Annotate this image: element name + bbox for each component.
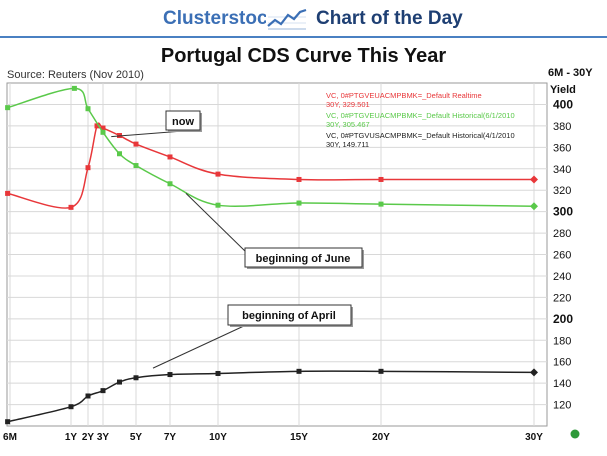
data-point <box>378 368 384 374</box>
data-point <box>94 123 100 129</box>
y-tick-label: 160 <box>553 357 571 369</box>
data-point <box>296 200 302 206</box>
series-line-3 <box>7 370 535 423</box>
data-point <box>5 419 11 425</box>
legend-value: 30Y, 305.467 <box>326 120 370 129</box>
data-point <box>68 204 74 210</box>
data-point <box>5 190 11 196</box>
data-point <box>167 154 173 160</box>
data-point <box>68 404 74 410</box>
data-point <box>215 370 221 376</box>
brand-name[interactable]: Clusterstock <box>163 8 279 29</box>
y-tick-label: 120 <box>553 400 571 412</box>
data-point <box>378 201 384 207</box>
y-tick-label: 400 <box>553 97 573 111</box>
y-tick-label: 320 <box>553 185 571 197</box>
legend-entry: VC, 0#PTGVUSACMPBMK=_Default Historical(… <box>326 131 515 140</box>
y-tick-label: 380 <box>553 121 571 133</box>
x-tick-label: 20Y <box>372 432 390 443</box>
data-point <box>85 106 91 112</box>
series-end-marker <box>530 368 538 377</box>
data-point <box>117 379 122 385</box>
x-tick-label: 30Y <box>525 432 543 443</box>
data-point <box>100 388 106 394</box>
header: Clusterstock Chart of the Day <box>0 0 607 38</box>
data-point <box>71 85 77 91</box>
x-tick-label: 15Y <box>290 432 308 443</box>
y-tick-label: 280 <box>553 228 571 240</box>
series-end-marker <box>530 175 538 184</box>
y-tick-label: 300 <box>553 205 573 219</box>
data-point <box>378 176 384 182</box>
y-tick-label: 140 <box>553 378 571 390</box>
data-point <box>167 181 173 187</box>
x-tick-label: 2Y <box>82 432 95 443</box>
annotation-label: beginning of June <box>256 253 351 265</box>
legend-entry: VC, 0#PTGVEUACMPBMK=_Default Historical(… <box>326 111 515 120</box>
annotation-box <box>165 110 201 131</box>
annotation-pointer <box>152 324 247 369</box>
data-point <box>296 368 302 374</box>
y-tick-label: 180 <box>553 335 571 347</box>
y-tick-label: 360 <box>553 142 571 154</box>
x-tick-label: 1Y <box>65 432 78 443</box>
legend-entry: VC, 0#PTGVEUACMPBMK=_Default Realtime <box>326 91 482 100</box>
y-tick-label: 200 <box>553 312 573 326</box>
data-point <box>100 129 106 135</box>
data-point <box>133 141 139 147</box>
data-point <box>296 176 302 182</box>
data-point <box>167 372 173 378</box>
annotation-label: now <box>172 116 194 128</box>
x-tick-label: 5Y <box>130 432 143 443</box>
data-point <box>215 171 221 177</box>
data-point <box>215 202 221 208</box>
trend-line-icon <box>266 7 308 31</box>
legend-value: 30Y, 329.501 <box>326 100 370 109</box>
legend-value: 30Y, 149.711 <box>326 140 369 149</box>
source-note: Source: Reuters (Nov 2010) <box>7 69 144 81</box>
data-point <box>117 151 122 157</box>
data-point <box>85 165 91 171</box>
y-tick-label: 340 <box>553 164 571 176</box>
annotation-box <box>244 247 363 268</box>
x-tick-label: 3Y <box>97 432 110 443</box>
x-tick-label: 6M <box>3 432 17 443</box>
status-dot-icon <box>570 429 580 439</box>
series-end-marker <box>530 202 538 211</box>
data-point <box>85 393 91 399</box>
data-point <box>100 125 106 131</box>
annotation-box <box>227 304 352 326</box>
y-tick-label: 260 <box>553 250 571 262</box>
y-tick-label: 240 <box>553 271 571 283</box>
y-tick-label: 220 <box>553 292 571 304</box>
series-line-2 <box>7 87 535 208</box>
chart-of-the-day-label: Chart of the Day <box>316 8 463 29</box>
y-axis-label: Yield <box>550 84 576 96</box>
annotation-label: beginning of April <box>242 310 336 322</box>
annotation-pointer <box>185 193 248 254</box>
x-tick-label: 7Y <box>164 432 177 443</box>
x-tick-label: 10Y <box>209 432 227 443</box>
data-point <box>133 375 139 381</box>
maturity-range-label: 6M - 30Y <box>548 67 593 79</box>
data-point <box>133 163 139 169</box>
data-point <box>5 105 11 111</box>
chart-title: Portugal CDS Curve This Year <box>160 45 447 67</box>
